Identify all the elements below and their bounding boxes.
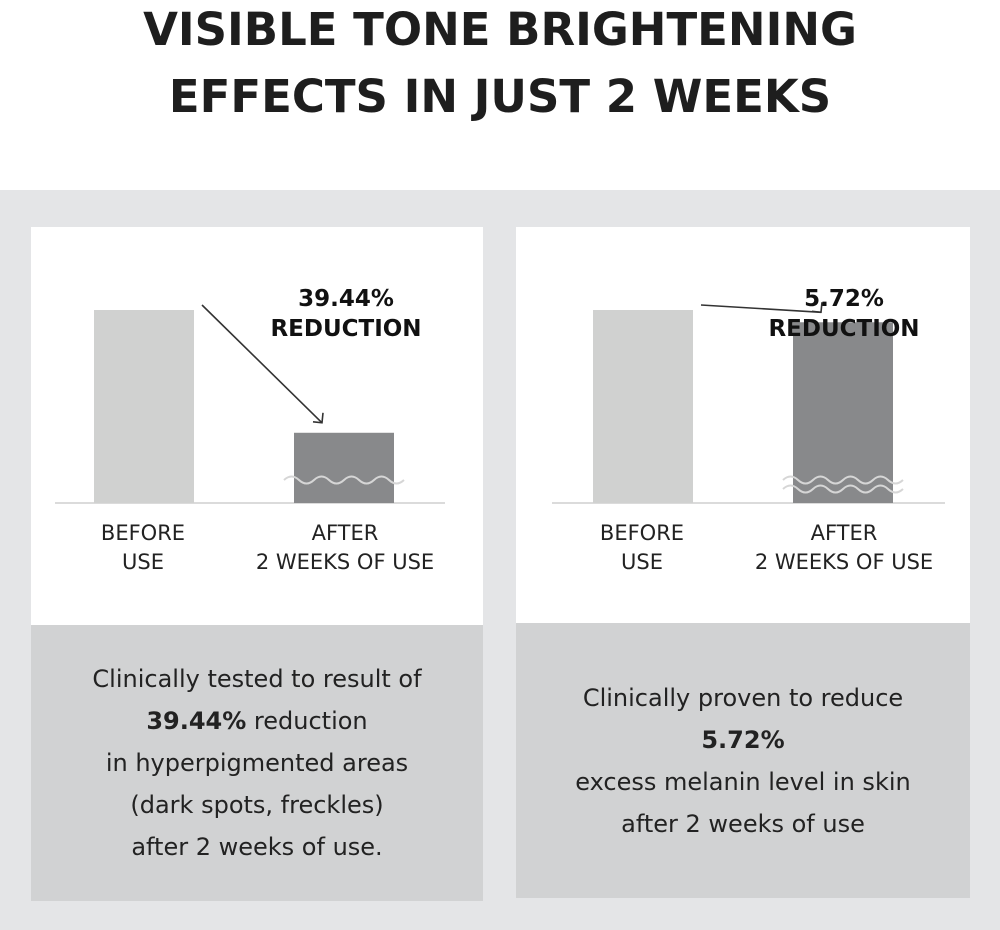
title-line-1: VISIBLE TONE BRIGHTENING — [143, 3, 857, 56]
card-melanin: 5.72% REDUCTION BEFORE USE AFTER 2 WEEKS… — [516, 227, 970, 898]
label-line: 2 WEEKS OF USE — [255, 550, 435, 574]
arrow-head-icon — [811, 302, 823, 314]
reduction-value: 39.44% — [298, 286, 394, 312]
caption-text: reduction — [246, 707, 368, 735]
arrow-head-icon — [312, 412, 324, 424]
caption-line: 39.44% reduction — [146, 700, 367, 742]
reduction-label: REDUCTION — [270, 316, 422, 342]
caption-bold: 39.44% — [146, 707, 247, 735]
arrow-line — [201, 304, 323, 424]
caption-line: after 2 weeks of use — [621, 809, 865, 838]
bar-after — [793, 322, 893, 503]
reduction-label: REDUCTION — [768, 316, 920, 342]
card-hyperpigmentation: 39.44% REDUCTION BEFORE USE AFTER 2 WEEK… — [31, 227, 483, 901]
bar-before — [593, 310, 693, 503]
arrow-line — [700, 304, 822, 314]
axis-break-wave — [782, 475, 904, 485]
label-before: BEFORE USE — [33, 519, 253, 577]
caption-line: Clinically tested to result of — [92, 665, 422, 693]
caption-line: Clinically proven to reduce — [582, 683, 904, 712]
caption-line: (dark spots, freckles) — [130, 791, 384, 819]
axis-break-wave — [782, 484, 904, 494]
label-line: AFTER — [810, 521, 878, 545]
caption-bold: 5.72% — [701, 725, 785, 754]
page-title: VISIBLE TONE BRIGHTENING EFFECTS IN JUST… — [0, 0, 1000, 130]
caption-line: after 2 weeks of use. — [131, 833, 383, 861]
reduction-value: 5.72% — [804, 286, 884, 312]
caption: Clinically proven to reduce 5.72% excess… — [516, 623, 970, 898]
label-line: BEFORE — [599, 521, 685, 545]
label-after: AFTER 2 WEEKS OF USE — [235, 519, 455, 577]
label-before: BEFORE USE — [532, 519, 752, 577]
reduction-annotation: 5.72% REDUCTION — [734, 284, 954, 344]
label-after: AFTER 2 WEEKS OF USE — [734, 519, 954, 577]
bar-after — [294, 432, 394, 503]
title-line-2: EFFECTS IN JUST 2 WEEKS — [168, 70, 832, 123]
caption-line: 5.72% — [701, 719, 784, 761]
caption: Clinically tested to result of 39.44% re… — [31, 625, 483, 901]
label-line: 2 WEEKS OF USE — [754, 550, 934, 574]
axis-break-wave — [283, 475, 405, 485]
label-line: USE — [122, 550, 164, 574]
label-line: AFTER — [311, 521, 379, 545]
caption-line: excess melanin level in skin — [575, 767, 911, 796]
reduction-annotation: 39.44% REDUCTION — [236, 284, 456, 344]
chart-melanin — [552, 302, 945, 504]
caption-line: in hyperpigmented areas — [105, 749, 409, 777]
bar-before — [94, 310, 194, 503]
chart-hyperpigmentation — [55, 304, 445, 504]
label-line: BEFORE — [100, 521, 186, 545]
label-line: USE — [621, 550, 663, 574]
